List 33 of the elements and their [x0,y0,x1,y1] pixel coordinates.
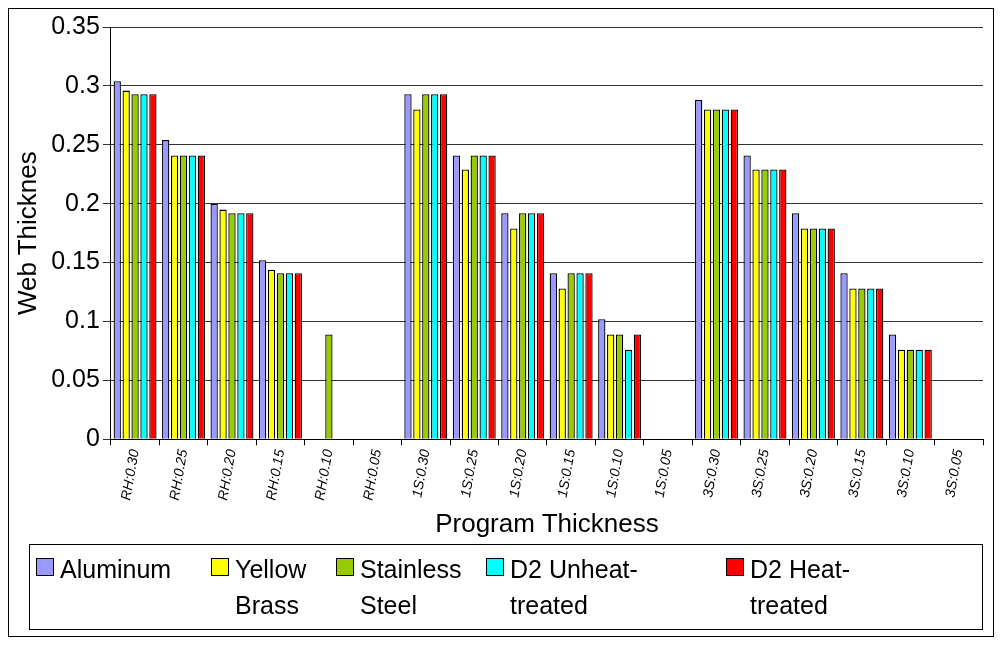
x-tick-label: 3S:0.05 [941,447,966,499]
y-tick-label: 0.25 [51,128,100,157]
y-tick-label: 0.15 [51,246,100,275]
legend-label: D2 Unheat-treated [510,554,639,621]
x-tick-label: 3S:0.30 [699,447,724,499]
x-tick-label: 1S:0.30 [408,447,433,499]
y-tick-label: 0.2 [65,187,100,216]
legend-label: Stainless Steel [360,554,463,621]
y-tick-label: 0.1 [65,305,100,334]
x-tick-label: 1S:0.15 [553,447,578,499]
x-tick-label: RH:0.20 [214,447,239,502]
x-tick-label: 1S:0.20 [505,447,530,499]
y-tick-label: 0.35 [51,10,100,39]
legend-label: Aluminum [60,554,173,585]
y-tick-label: 0 [85,423,100,452]
x-tick-label: RH:0.25 [165,447,191,502]
x-tick-label: 1S:0.05 [650,447,675,499]
x-tick-label: RH:0.05 [359,447,385,502]
legend-label: Yellow Brass [235,554,308,621]
x-tick-label: 1S:0.10 [602,447,627,499]
y-axis-title: Web Thicknes [11,151,42,316]
x-tick-label: 3S:0.20 [796,447,821,499]
x-tick-label: RH:0.30 [117,447,142,502]
x-axis-title: Program Thickness [435,507,659,538]
y-tick-label: 0.05 [51,364,100,393]
legend-label: D2 Heat-treated [750,554,852,621]
x-tick-label: RH:0.15 [262,447,288,502]
x-tick-label: 3S:0.10 [892,447,918,499]
y-tick-label: 0.3 [65,69,100,98]
x-tick-label: 1S:0.25 [456,447,482,499]
x-tick-label: 3S:0.15 [844,447,869,499]
x-tick-label: RH:0.10 [311,447,336,502]
x-tick-label: 3S:0.25 [747,447,772,499]
